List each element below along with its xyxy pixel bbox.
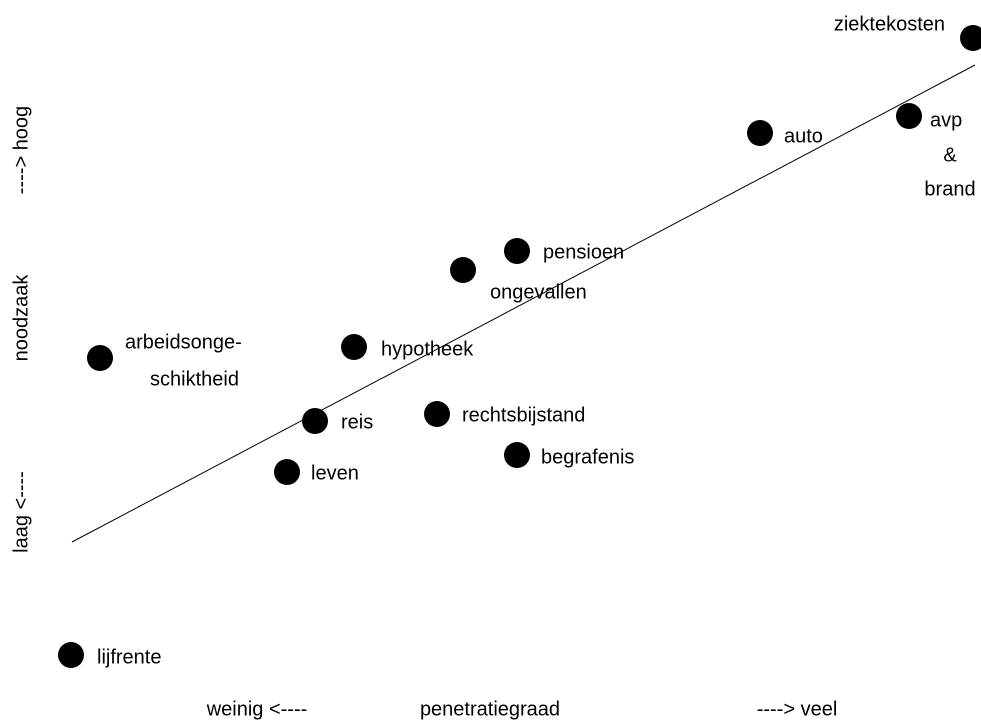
node-dot [504, 238, 530, 264]
node-dot [424, 401, 450, 427]
node-dot [896, 103, 922, 129]
node-dot [450, 257, 476, 283]
node-dot [504, 442, 530, 468]
node-dot [58, 642, 84, 668]
trend-line [71, 64, 976, 543]
y-axis-low: laag <---- [10, 471, 32, 553]
node-label: arbeidsonge- [125, 331, 242, 353]
node-dot [274, 459, 300, 485]
node-dot [87, 345, 113, 371]
node-label: rechtsbijstand [462, 404, 585, 426]
node-label: ongevallen [490, 281, 587, 303]
node-label: schiktheid [150, 368, 239, 390]
node-dot [747, 120, 773, 146]
node-label: auto [784, 125, 823, 147]
x-axis-label: penetratiegraad [420, 698, 560, 720]
node-label: hypotheek [381, 338, 474, 360]
node-dot [960, 25, 981, 51]
y-axis-label: noodzaak [10, 274, 32, 362]
node-label: lijfrente [97, 646, 161, 668]
node-label: reis [341, 411, 373, 433]
x-axis-low: weinig <---- [206, 698, 308, 720]
node-label: ziektekosten [834, 13, 945, 35]
x-axis-high: ----> veel [757, 698, 838, 720]
y-axis-high: ----> hoog [10, 106, 32, 194]
node-label: avp [930, 109, 962, 131]
node-dot [302, 408, 328, 434]
node-label: pensioen [543, 241, 624, 263]
node-label: leven [311, 462, 359, 484]
node-label: & [943, 144, 957, 166]
node-dot [341, 334, 367, 360]
node-label: begrafenis [541, 446, 634, 468]
node-label: brand [924, 178, 975, 200]
